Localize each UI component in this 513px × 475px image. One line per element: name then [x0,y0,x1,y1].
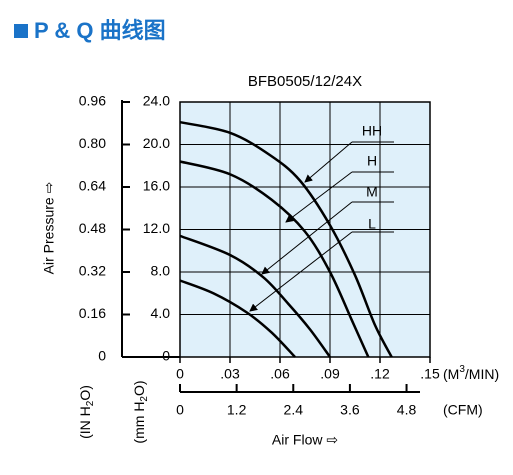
y2-tick-label: 0.64 [79,178,106,194]
x-tick-label: 0 [176,366,184,382]
y2-tick-label: 0.16 [79,305,106,321]
y2-unit-sub: 2 [85,400,96,406]
x2-tick-label: 3.6 [340,402,360,418]
series-label: H [367,153,377,169]
y-unit: (mm H2O) [131,380,150,443]
y-tick-label: 16.0 [143,178,170,194]
leader-line [304,141,353,183]
series-label: HH [362,123,382,139]
y2-unit-text: (IN H [77,406,93,439]
y2-unit-tail: O) [77,385,93,401]
y-tick-label: 24.0 [143,93,170,109]
y-tick-label: 20.0 [143,135,170,151]
leader-line [261,201,353,275]
x-axis-label: Air Flow ⇨ [272,432,338,448]
y-unit-text: (mm H [131,402,147,444]
y-unit-sub: 2 [139,396,150,402]
leader-line [249,231,353,312]
y-tick-label: 4.0 [151,305,171,321]
y2-tick-label: 0 [98,348,106,364]
series-label: L [368,216,376,232]
y2-tick-label: 0.80 [79,135,106,151]
chart-title: BFB0505/12/24X [248,73,362,90]
series-label: M [366,184,378,200]
x-unit: (M3/MIN) [443,364,499,382]
x-unit-text: (M [443,366,459,382]
leader-line [285,171,353,223]
y2-unit: (IN H2O) [77,385,96,439]
y2-tick-label: 0.96 [79,93,106,109]
header-title: P & Q 曲线图 [34,18,166,43]
y-unit-tail: O) [131,380,147,396]
y-axis-label: Air Pressure ⇨ [41,182,57,275]
x2-unit: (CFM) [443,402,483,418]
x2-tick-label: 2.4 [284,402,304,418]
curve [179,279,296,358]
header-square [14,24,28,38]
x-unit-tail: /MIN) [465,366,499,382]
y-tick-label: 8.0 [151,263,171,279]
plot-border [179,101,431,358]
y2-tick-label: 0.32 [79,263,106,279]
x2-tick-label: 1.2 [227,402,247,418]
y-tick-label: 0 [162,348,170,364]
x2-tick-label: 4.8 [397,402,417,418]
y-tick-label: 12.0 [143,220,170,236]
curve [179,120,393,358]
x-tick-label: .09 [320,366,340,382]
x-tick-label: .03 [220,366,240,382]
y2-tick-label: 0.48 [79,220,106,236]
x-tick-label: .06 [270,366,290,382]
x2-tick-label: 0 [176,402,184,418]
x-tick-label: .15 [420,366,440,382]
x-tick-label: .12 [370,366,390,382]
x-unit-sup: 3 [459,364,465,375]
curve [179,160,370,358]
